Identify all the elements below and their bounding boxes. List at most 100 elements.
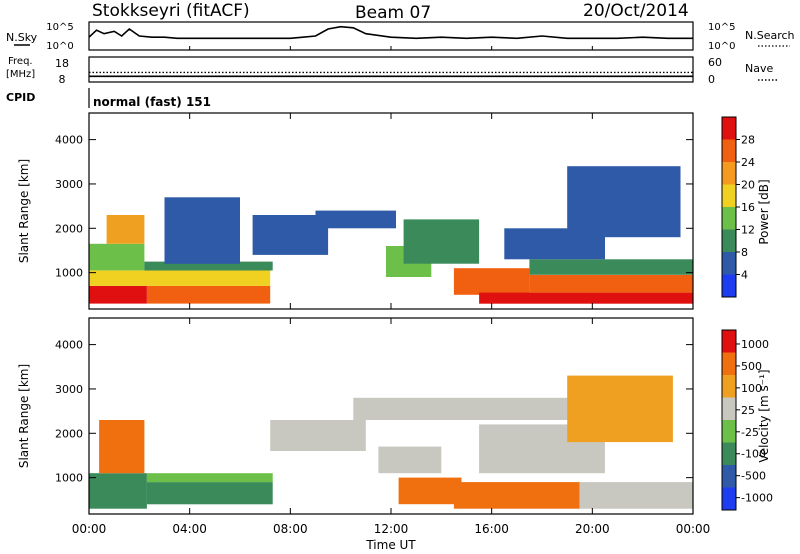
time-tick-label: 00:00 [676,522,711,536]
cpid-text: normal (fast) 151 [93,95,211,109]
power-yaxis: 1000 2000 3000 4000 [55,134,693,280]
nsearch-label: N.Search [745,29,795,42]
power-colorbar-tick-label: 8 [741,246,748,259]
power-cell-12 [479,292,693,304]
velocity-cell-1 [146,482,273,505]
power-colorbar-swatch [722,207,736,230]
velocity-colorbar-swatch [722,397,736,420]
velocity-cell-11 [567,375,673,443]
noise-series-line [88,25,693,40]
power-colorbar-tick-label: 24 [741,156,755,169]
noise-panel: N.Sky 10^5 10^0 10^5 10^0 N.Search [6,21,795,52]
velocity-ytick-label: 3000 [55,383,83,396]
velocity-colorbar-tick-label: 100 [741,382,762,395]
velocity-cell-8 [579,482,694,509]
velocity-colorbar-swatch [722,420,736,443]
noise-tick-right-top: 10^5 [708,22,735,33]
time-tick-label: 20:00 [575,522,610,536]
freq-tick-bottom: 8 [59,73,66,86]
power-cell-8 [315,210,396,229]
velocity-colorbar-swatch [722,375,736,398]
velocity-colorbar-tick-label: -25 [741,426,759,439]
velocity-ytick-label: 1000 [55,472,83,485]
velocity-cell-0 [89,473,147,509]
power-colorbar-tick-label: 20 [741,179,755,192]
power-colorbar-tick-label: 4 [741,269,748,282]
velocity-ytick-label: 4000 [55,339,83,352]
power-colorbar-swatch [722,139,736,162]
power-ytick-label: 1000 [55,267,83,280]
velocity-colorbar-tick-label: 500 [741,360,762,373]
power-cell-13 [529,274,693,293]
date-title: 20/Oct/2014 [583,1,689,21]
velocity-cell-6 [398,477,462,505]
power-colorbar-swatch [722,117,736,140]
power-cell-3 [89,243,145,271]
time-tick-label: 12:00 [374,522,409,536]
power-colorbar-swatch [722,252,736,275]
power-ytick-label: 3000 [55,178,83,191]
power-cell-4 [144,261,273,271]
velocity-colorbar-swatch [722,465,736,488]
nsky-label: N.Sky [6,31,38,44]
power-colorbar-label: Power [dB] [757,179,771,244]
freq-panel: Freq. [MHz] 18 8 60 0 Nave [6,56,778,86]
power-colorbar: 4 8 12 16 20 24 28 [721,116,755,298]
power-colorbar-swatch [722,184,736,207]
velocity-data [89,375,694,509]
velocity-colorbar-swatch [722,442,736,465]
velocity-colorbar-swatch [722,352,736,375]
power-cell-6 [164,197,240,264]
freq-frame [88,56,694,83]
velocity-colorbar-label: Velocity [m s⁻¹] [757,369,771,462]
velocity-yaxis: 1000 2000 3000 4000 [55,339,693,485]
power-cell-5 [106,215,145,244]
power-colorbar-swatch [722,274,736,297]
noise-frame [88,21,694,51]
velocity-colorbar-tick-label: 1000 [741,338,769,351]
power-colorbar-tick-label: 16 [741,201,755,214]
power-panel: 1000 2000 3000 4000 Slant Range [km] 4 8 12 16… [17,112,771,310]
time-tick-label: 04:00 [172,522,207,536]
power-ytick-label: 4000 [55,134,83,147]
velocity-cell-3 [99,420,145,474]
velocity-ytick-label: 2000 [55,427,83,440]
velocity-colorbar-swatch [722,487,736,510]
beam-title: Beam 07 [355,3,431,23]
velocity-cell-2 [146,473,273,483]
power-ylabel: Slant Range [km] [17,159,31,263]
velocity-panel: 1000 2000 3000 4000 Slant Range [km] 1000 50… [17,317,773,515]
velocity-colorbar-tick-label: -1000 [741,492,773,505]
velocity-cell-7 [453,482,580,509]
freq-unit-label: [MHz] [6,69,35,80]
power-ytick-label: 2000 [55,222,83,235]
freq-tick-top: 18 [55,57,69,70]
power-colorbar-swatch [722,229,736,252]
velocity-cell-5 [378,446,442,474]
velocity-colorbar: 1000 500 100 25 -25 -100 -500 -1000 [721,329,773,511]
noise-tick-left-bottom: 10^0 [46,41,73,52]
noise-tick-right-bottom: 10^0 [708,41,735,52]
velocity-cell-4 [270,420,366,451]
power-cell-16 [567,166,681,238]
nave-tick-bottom: 0 [708,73,715,86]
velocity-colorbar-tick-label: -100 [741,448,766,461]
power-colorbar-tick-label: 28 [741,134,755,147]
time-axis: 00:00 04:00 08:00 12:00 16:00 20:00 00:00 [72,46,711,536]
power-cell-11 [453,268,530,295]
xaxis-label: Time UT [365,538,416,552]
nave-label: Nave [745,62,773,75]
power-data [89,166,693,304]
station-title: Stokkseyri (fitACF) [92,1,250,21]
power-cell-1 [146,285,271,304]
freq-label: Freq. [8,56,33,67]
velocity-ylabel: Slant Range [km] [17,364,31,468]
velocity-colorbar-swatch [722,330,736,353]
time-tick-label: 00:00 [72,522,107,536]
velocity-colorbar-tick-label: -500 [741,470,766,483]
velocity-colorbar-frame [721,329,737,511]
power-colorbar-tick-label: 12 [741,224,755,237]
power-cell-2 [89,270,271,286]
power-cell-10 [403,219,480,264]
